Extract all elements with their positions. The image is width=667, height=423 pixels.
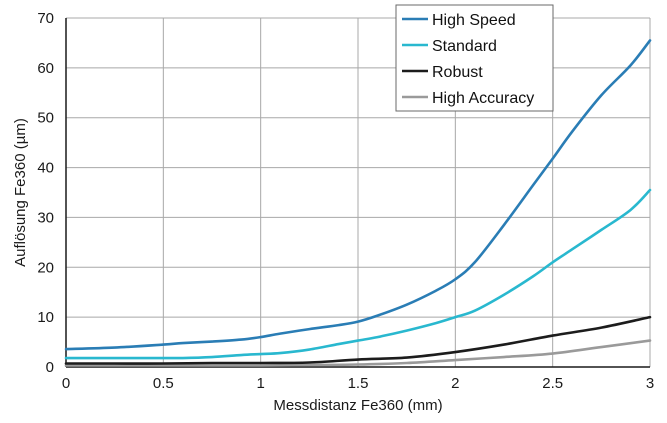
y-tick-label: 40	[37, 160, 54, 177]
legend-label: Robust	[432, 64, 483, 81]
legend-label: Standard	[432, 38, 497, 55]
x-tick-label: 2.5	[542, 375, 563, 392]
x-tick-label: 1.5	[348, 375, 369, 392]
x-tick-label: 3	[646, 375, 654, 392]
series-line-high-speed	[64, 39, 652, 351]
y-tick-label: 10	[37, 309, 54, 326]
axes	[65, 18, 650, 368]
y-tick-label: 50	[37, 110, 54, 127]
legend: High Speed Standard Robust High Accuracy	[395, 4, 554, 112]
series-line-robust	[64, 315, 652, 365]
x-tick-label: 0.5	[153, 375, 174, 392]
y-tick-labels: 0 10 20 30 40 50 60 70	[37, 10, 54, 376]
legend-label: High Accuracy	[432, 90, 534, 107]
y-tick-label: 60	[37, 60, 54, 77]
series-line-high-accuracy	[64, 339, 652, 367]
legend-label: High Speed	[432, 12, 516, 29]
x-axis-label: Messdistanz Fe360 (mm)	[273, 397, 442, 414]
series-line-standard	[64, 188, 652, 360]
y-tick-label: 70	[37, 10, 54, 27]
y-axis-label: Auflösung Fe360 (µm)	[12, 118, 29, 267]
x-tick-label: 2	[451, 375, 459, 392]
series-lines	[64, 39, 652, 367]
x-tick-labels: 0 0.5 1 1.5 2 2.5 3	[62, 375, 654, 392]
x-tick-label: 1	[256, 375, 264, 392]
y-tick-label: 30	[37, 209, 54, 226]
grid-lines	[65, 17, 651, 368]
x-tick-label: 0	[62, 375, 70, 392]
y-tick-label: 0	[46, 359, 54, 376]
y-tick-label: 20	[37, 259, 54, 276]
legend-box	[395, 4, 554, 112]
